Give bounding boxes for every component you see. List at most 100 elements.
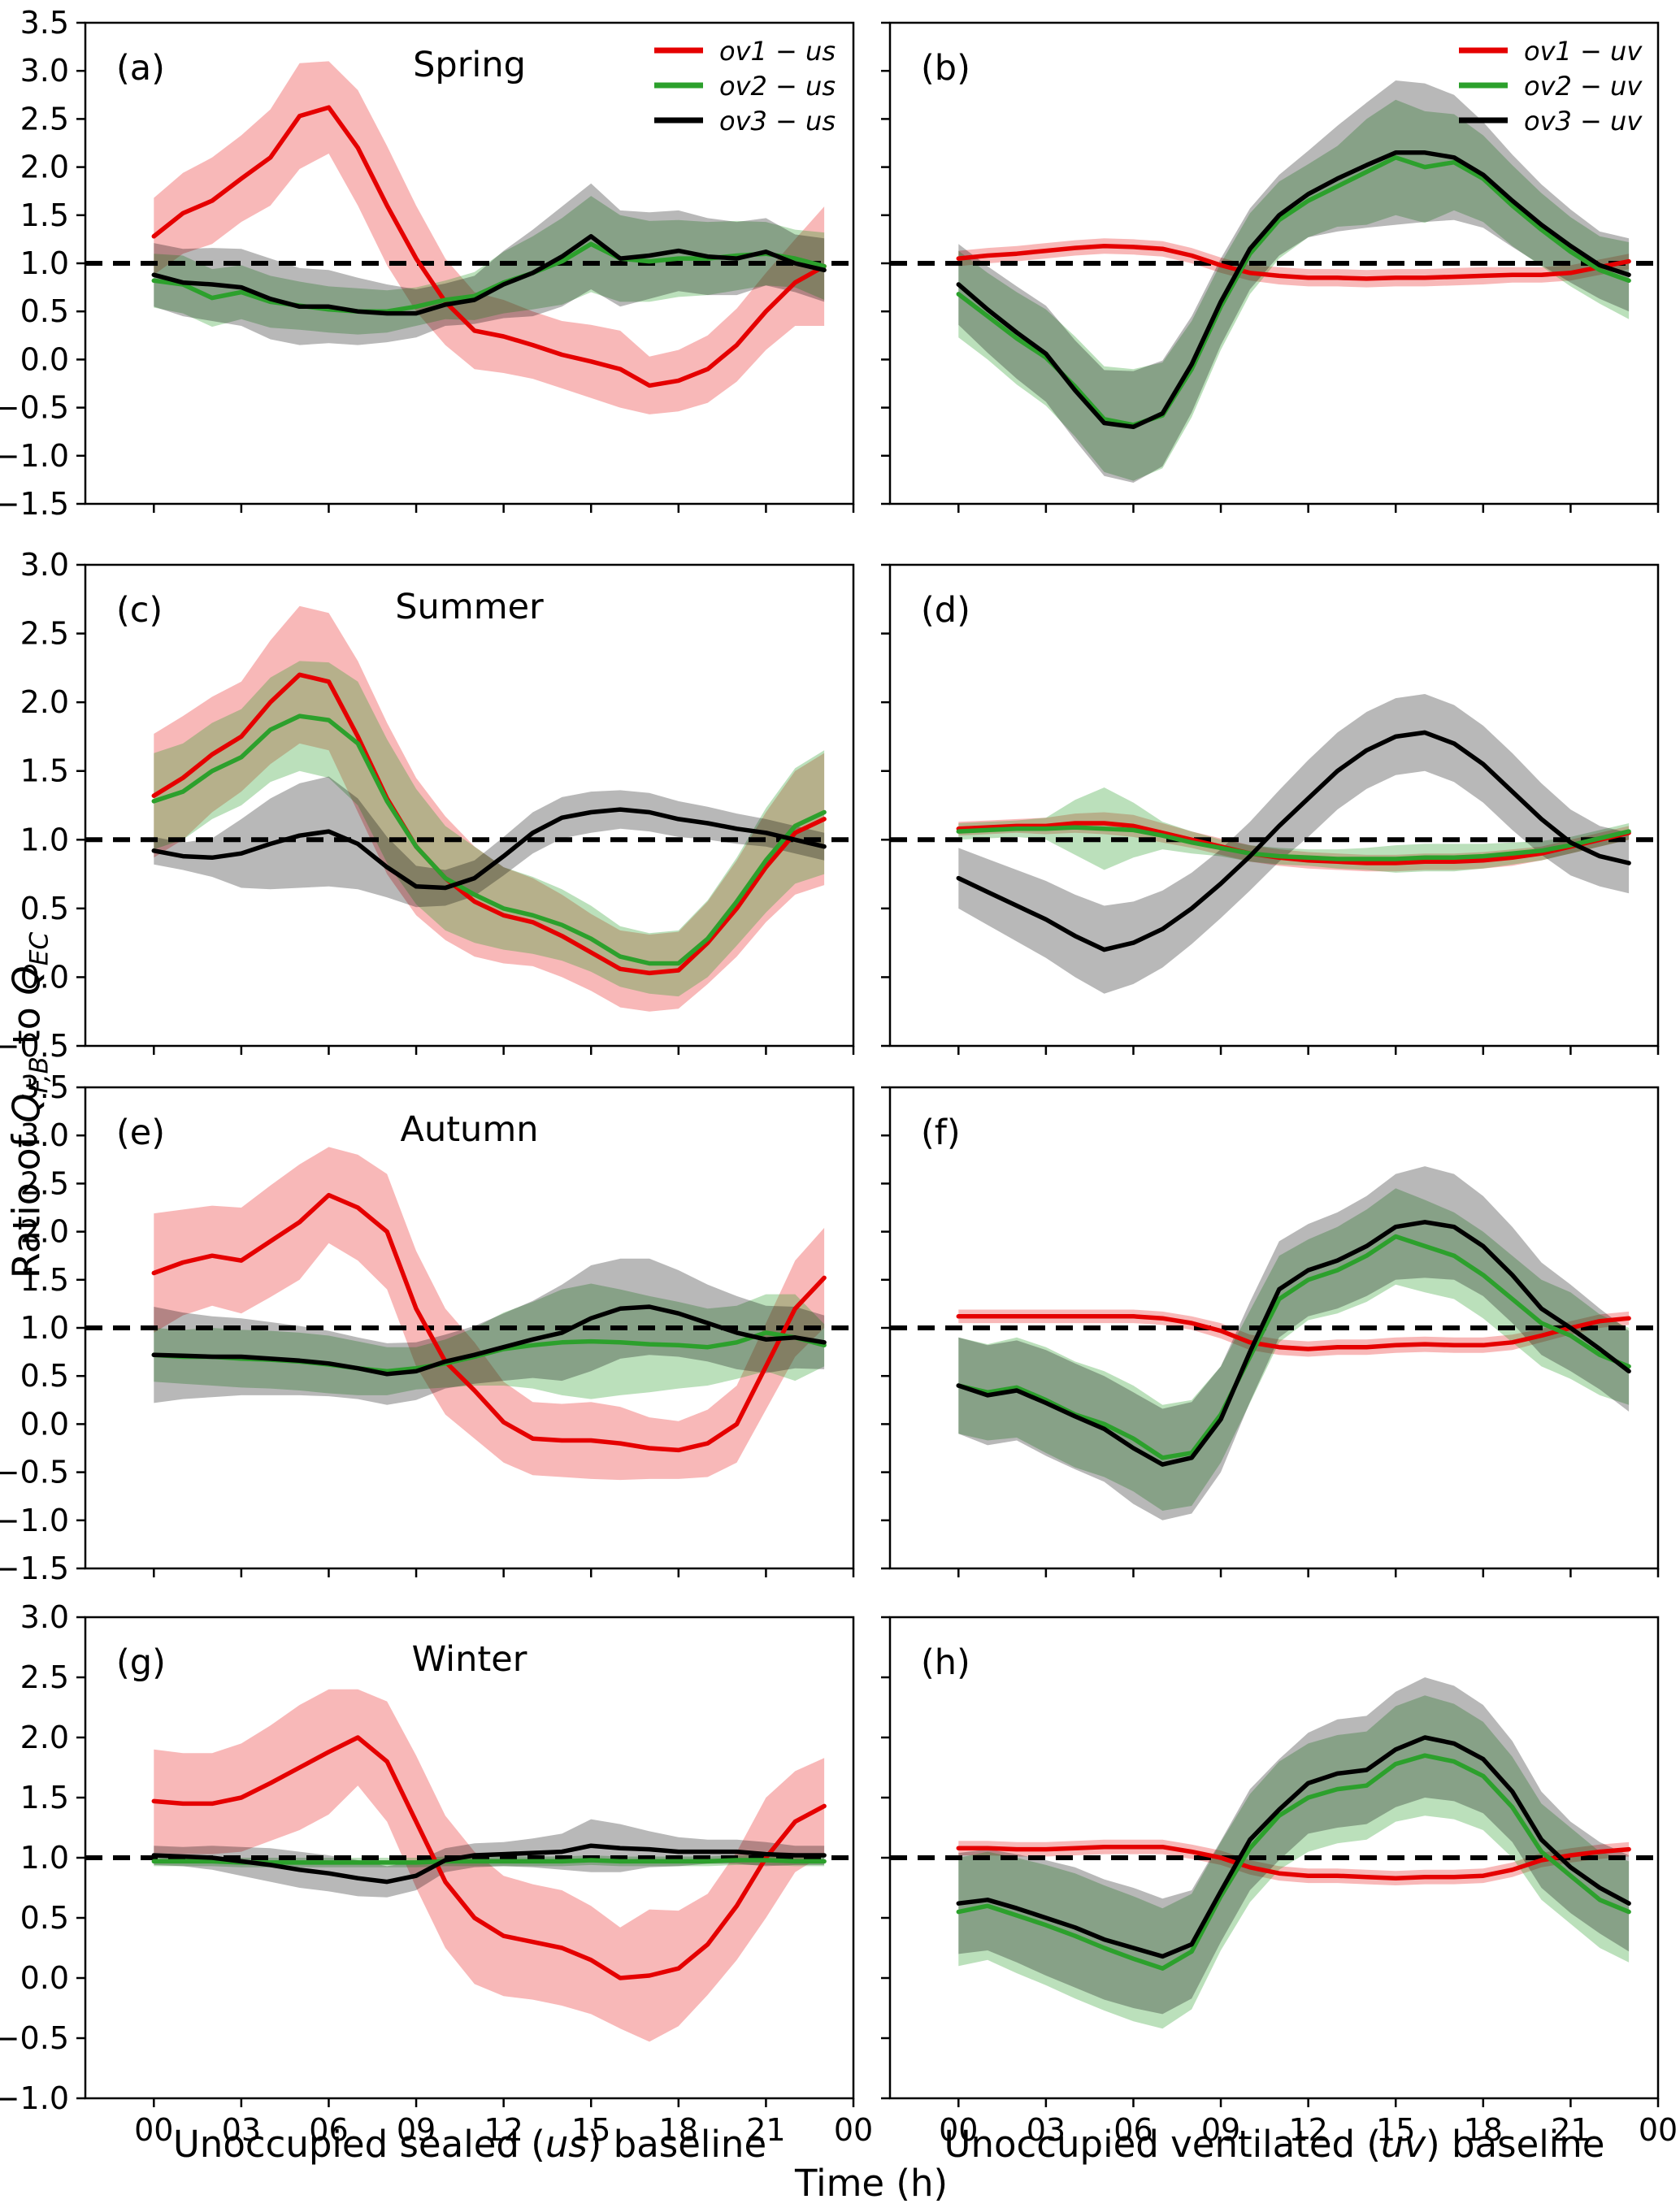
x-tick-label: 15 bbox=[1376, 2112, 1415, 2148]
x-tick-label: 03 bbox=[222, 2112, 261, 2148]
x-axis-title-right-uv: uv bbox=[1380, 2123, 1426, 2166]
y-tick-label: 1.5 bbox=[20, 753, 69, 789]
y-axis-symbol-qfb: Q bbox=[4, 1093, 49, 1123]
series-line-ov1-uv bbox=[956, 1314, 1631, 1351]
y-tick-label: 2.5 bbox=[20, 101, 69, 137]
y-tick-label: 1.5 bbox=[20, 1262, 69, 1298]
series-band-ov2-us bbox=[154, 661, 825, 997]
y-axis-subscript-fb: F,B bbox=[24, 1056, 54, 1094]
y-tick-label: 0.0 bbox=[20, 1406, 69, 1442]
plot-area-h bbox=[890, 1677, 1658, 2029]
plot-area-g bbox=[85, 1689, 853, 2042]
x-tick-label: 09 bbox=[1201, 2112, 1240, 2148]
series-band-ov2-us bbox=[154, 1283, 825, 1399]
y-axis-title-text: Ratio of bbox=[4, 1122, 49, 1279]
y-tick-label: 2.0 bbox=[20, 150, 69, 185]
panel-letter-g: (g) bbox=[116, 1642, 166, 1683]
series-band-ov1-uv bbox=[958, 1839, 1630, 1885]
panel-letter-f: (f) bbox=[921, 1113, 961, 1153]
series-line-ov3-uv bbox=[956, 1220, 1631, 1467]
y-tick-label: −1.5 bbox=[0, 486, 69, 522]
series-line-ov3-uv bbox=[956, 1735, 1631, 1959]
series-band-ov3-us bbox=[154, 1258, 825, 1405]
y-tick-label: 1.0 bbox=[20, 1840, 69, 1876]
panel-letter-h: (h) bbox=[921, 1642, 970, 1683]
y-tick-label: 2.0 bbox=[20, 1214, 69, 1250]
y-axis-subscript-ec: EC bbox=[24, 931, 54, 966]
series-line-ov3-us bbox=[151, 1843, 827, 1885]
x-tick-label: 18 bbox=[659, 2112, 698, 2148]
y-tick-label: 3.0 bbox=[20, 547, 69, 583]
x-axis-title-left-us: us bbox=[545, 2123, 588, 2166]
y-tick-label: 3.0 bbox=[20, 1599, 69, 1635]
y-tick-label: 2.0 bbox=[20, 684, 69, 720]
plot-area-a bbox=[85, 61, 853, 414]
axes-frame-c bbox=[84, 563, 855, 1048]
series-band-ov1-us bbox=[154, 1689, 825, 2042]
panel-title-autumn: Autumn bbox=[401, 1109, 539, 1150]
panel-letter-d: (d) bbox=[921, 590, 970, 631]
x-tick-label: 06 bbox=[309, 2112, 348, 2148]
y-tick-label: 2.5 bbox=[20, 616, 69, 652]
y-tick-label: 2.5 bbox=[20, 1659, 69, 1695]
x-tick-label: 00 bbox=[134, 2112, 173, 2148]
legend-label-ov2-us: ov2 − us bbox=[719, 71, 836, 102]
y-tick-label: 0.5 bbox=[20, 1900, 69, 1936]
series-band-ov1-us bbox=[154, 1147, 825, 1481]
panel-h: 00 03 06 09 12 15 18 21 00 (h) bbox=[881, 1616, 1678, 2148]
y-tick-label: −1.0 bbox=[0, 1503, 69, 1538]
series-line-ov3-uv bbox=[956, 150, 1631, 430]
x-axis-title-right-pre: Unoccupied ventilated ( bbox=[944, 2123, 1381, 2166]
panel-c: 3.0 2.5 2.0 1.5 1.0 0.5 0.0 −0.5 (c) Summer bbox=[0, 547, 855, 1064]
series-band-ov3-us bbox=[154, 776, 825, 908]
x-tick-label: 06 bbox=[1113, 2112, 1153, 2148]
y-tick-label: 0.0 bbox=[20, 341, 69, 377]
y-tick-label: 0.0 bbox=[20, 959, 69, 995]
y-tick-label: 0.0 bbox=[20, 1960, 69, 1996]
panel-letter-a: (a) bbox=[116, 48, 165, 89]
y-tick-label: 3.5 bbox=[20, 1069, 69, 1105]
series-line-ov2-uv bbox=[956, 1753, 1631, 1971]
plot-area-d bbox=[890, 694, 1658, 994]
series-line-ov3-us bbox=[151, 234, 827, 316]
x-tick-label: 21 bbox=[1551, 2112, 1590, 2148]
series-line-ov1-uv bbox=[956, 1844, 1631, 1880]
y-tick-label: −0.5 bbox=[0, 390, 69, 426]
series-band-ov2-uv bbox=[958, 99, 1630, 481]
series-band-ov3-uv bbox=[958, 1677, 1630, 2015]
series-line-ov3-uv bbox=[956, 730, 1631, 952]
y-tick-label: 1.0 bbox=[20, 1310, 69, 1346]
y-tick-label: −1.5 bbox=[0, 1551, 69, 1586]
panel-title-spring: Spring bbox=[413, 45, 526, 85]
y-tick-label: 1.0 bbox=[20, 245, 69, 281]
x-tick-label: 00 bbox=[1639, 2112, 1678, 2148]
x-axis-title-left-post: ) baseline bbox=[587, 2123, 767, 2166]
y-axis-title: Ratio of QF,B to QEC bbox=[4, 932, 54, 1279]
y-tick-label: 3.5 bbox=[20, 5, 69, 41]
legend-label-ov3-us: ov3 − us bbox=[719, 106, 836, 137]
legend-label-ov2-uv: ov2 − uv bbox=[1524, 71, 1643, 102]
y-axis-symbol-qec: Q bbox=[4, 965, 49, 996]
series-line-ov1-us bbox=[151, 1735, 827, 1980]
x-axis-title-right-post: ) baseline bbox=[1426, 2123, 1605, 2166]
plot-area-c bbox=[85, 605, 853, 1012]
series-line-ov1-us bbox=[151, 105, 827, 388]
panel-e: 3.5 3.0 2.5 2.0 1.5 1.0 0.5 0.0 −0.5 −1.0 −1.5 (e) A… bbox=[0, 1069, 855, 1586]
y-tick-label: 3.0 bbox=[20, 53, 69, 89]
panel-letter-b: (b) bbox=[921, 48, 970, 89]
legend-label-ov3-uv: ov3 − uv bbox=[1524, 106, 1643, 137]
x-axis-title-right: Unoccupied ventilated (uv) baseline bbox=[944, 2123, 1605, 2166]
series-band-ov3-uv bbox=[958, 694, 1630, 994]
series-line-ov3-us bbox=[151, 807, 827, 891]
series-band-ov1-us bbox=[154, 61, 825, 414]
x-tick-label: 12 bbox=[484, 2112, 523, 2148]
series-band-ov3-uv bbox=[958, 1166, 1630, 1520]
series-line-ov1-uv bbox=[956, 243, 1631, 281]
x-axis-shared-title: Time (h) bbox=[794, 2162, 949, 2205]
series-line-ov2-us bbox=[151, 714, 827, 966]
x-tick-label: 15 bbox=[571, 2112, 610, 2148]
y-tick-label: 2.0 bbox=[20, 1720, 69, 1755]
x-axis-title-left: Unoccupied sealed (us) baseline bbox=[173, 2123, 766, 2166]
x-tick-label: 00 bbox=[834, 2112, 873, 2148]
